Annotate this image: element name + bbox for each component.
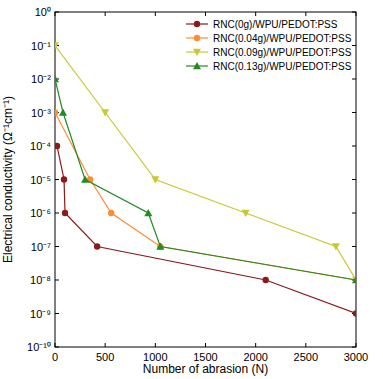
point [55, 75, 59, 82]
y-tick [352, 112, 356, 113]
legend-marker [194, 21, 200, 27]
point [55, 143, 60, 149]
plot-frame [55, 12, 356, 347]
point [94, 243, 100, 249]
x-tick [205, 343, 206, 347]
x-tick [255, 343, 256, 347]
series-line [57, 146, 356, 314]
x-tick-label: 500 [96, 351, 114, 363]
legend-label: RNC(0.13g)/WPU/PEDOT:PSS [213, 61, 352, 72]
x-tick-label: 0 [52, 351, 58, 363]
point [55, 109, 58, 115]
y-axis-label: Electrical conductivity (Ω⁻¹cm⁻¹) [1, 96, 15, 263]
y-tick-label: 10⁻¹⁰ [27, 341, 51, 353]
y-tick [55, 280, 59, 281]
y-tick-label: 10⁻⁷ [31, 241, 51, 253]
x-tick [356, 12, 357, 16]
x-tick [155, 12, 156, 16]
legend-marker [193, 49, 201, 56]
point [352, 277, 356, 284]
x-tick-label: 2500 [294, 351, 318, 363]
y-tick-label: 10⁻³ [31, 107, 51, 119]
x-tick [305, 343, 306, 347]
series-line [55, 46, 356, 281]
y-tick [352, 179, 356, 180]
y-tick [55, 246, 59, 247]
legend-label: RNC(0.04g)/WPU/PEDOT:PSS [213, 33, 352, 44]
point [242, 210, 250, 217]
y-tick [55, 12, 59, 13]
y-tick-label: 10⁻⁸ [30, 274, 51, 286]
y-tick-label: 10⁻⁴ [30, 140, 51, 152]
y-tick [352, 347, 356, 348]
y-tick [352, 146, 356, 147]
x-tick [105, 343, 106, 347]
plot-area [55, 42, 356, 316]
point [61, 176, 67, 182]
y-tick-label: 10⁰ [35, 6, 51, 18]
point [353, 310, 356, 316]
point [62, 210, 68, 216]
x-tick [155, 343, 156, 347]
y-tick [352, 45, 356, 46]
x-axis-label: Number of abrasion (N) [143, 362, 268, 376]
y-tick-label: 10⁻⁵ [30, 174, 51, 186]
y-tick [352, 246, 356, 247]
point [55, 42, 59, 49]
y-tick-label: 10⁻⁹ [30, 308, 51, 320]
point [352, 276, 356, 283]
x-tick [105, 12, 106, 16]
legend-label: RNC(0.09g)/WPU/PEDOT:PSS [213, 47, 352, 58]
x-tick [55, 343, 56, 347]
y-tick [352, 12, 356, 13]
point [81, 176, 89, 183]
y-tick [55, 213, 59, 214]
x-tick [305, 12, 306, 16]
x-tick [356, 343, 357, 347]
series-line [55, 113, 356, 281]
legend-marker [194, 35, 200, 41]
point [151, 176, 159, 183]
x-tick-label: 3000 [344, 351, 368, 363]
y-tick [55, 179, 59, 180]
point [156, 243, 164, 250]
legend: RNC(0g)/WPU/PEDOT:PSS RNC(0.04g)/WPU/PEDO… [186, 19, 352, 72]
legend-marker [193, 62, 201, 69]
y-tick [55, 313, 59, 314]
y-tick-label: 10⁻⁶ [30, 207, 51, 219]
y-tick-label: 10⁻¹ [31, 40, 51, 52]
point [59, 109, 67, 116]
x-tick [55, 12, 56, 16]
chart: 05001000150020002500300010⁻¹⁰10⁻⁹10⁻⁸10⁻… [0, 0, 383, 379]
y-tick [352, 79, 356, 80]
point [332, 243, 340, 250]
series-line [55, 79, 356, 280]
y-tick [55, 347, 59, 348]
x-tick [255, 12, 256, 16]
point [144, 209, 152, 216]
x-tick [205, 12, 206, 16]
point [101, 109, 109, 116]
point [263, 277, 269, 283]
y-tick [352, 213, 356, 214]
y-tick-label: 10⁻² [31, 73, 51, 85]
legend-label: RNC(0g)/WPU/PEDOT:PSS [213, 19, 338, 30]
point [108, 210, 114, 216]
